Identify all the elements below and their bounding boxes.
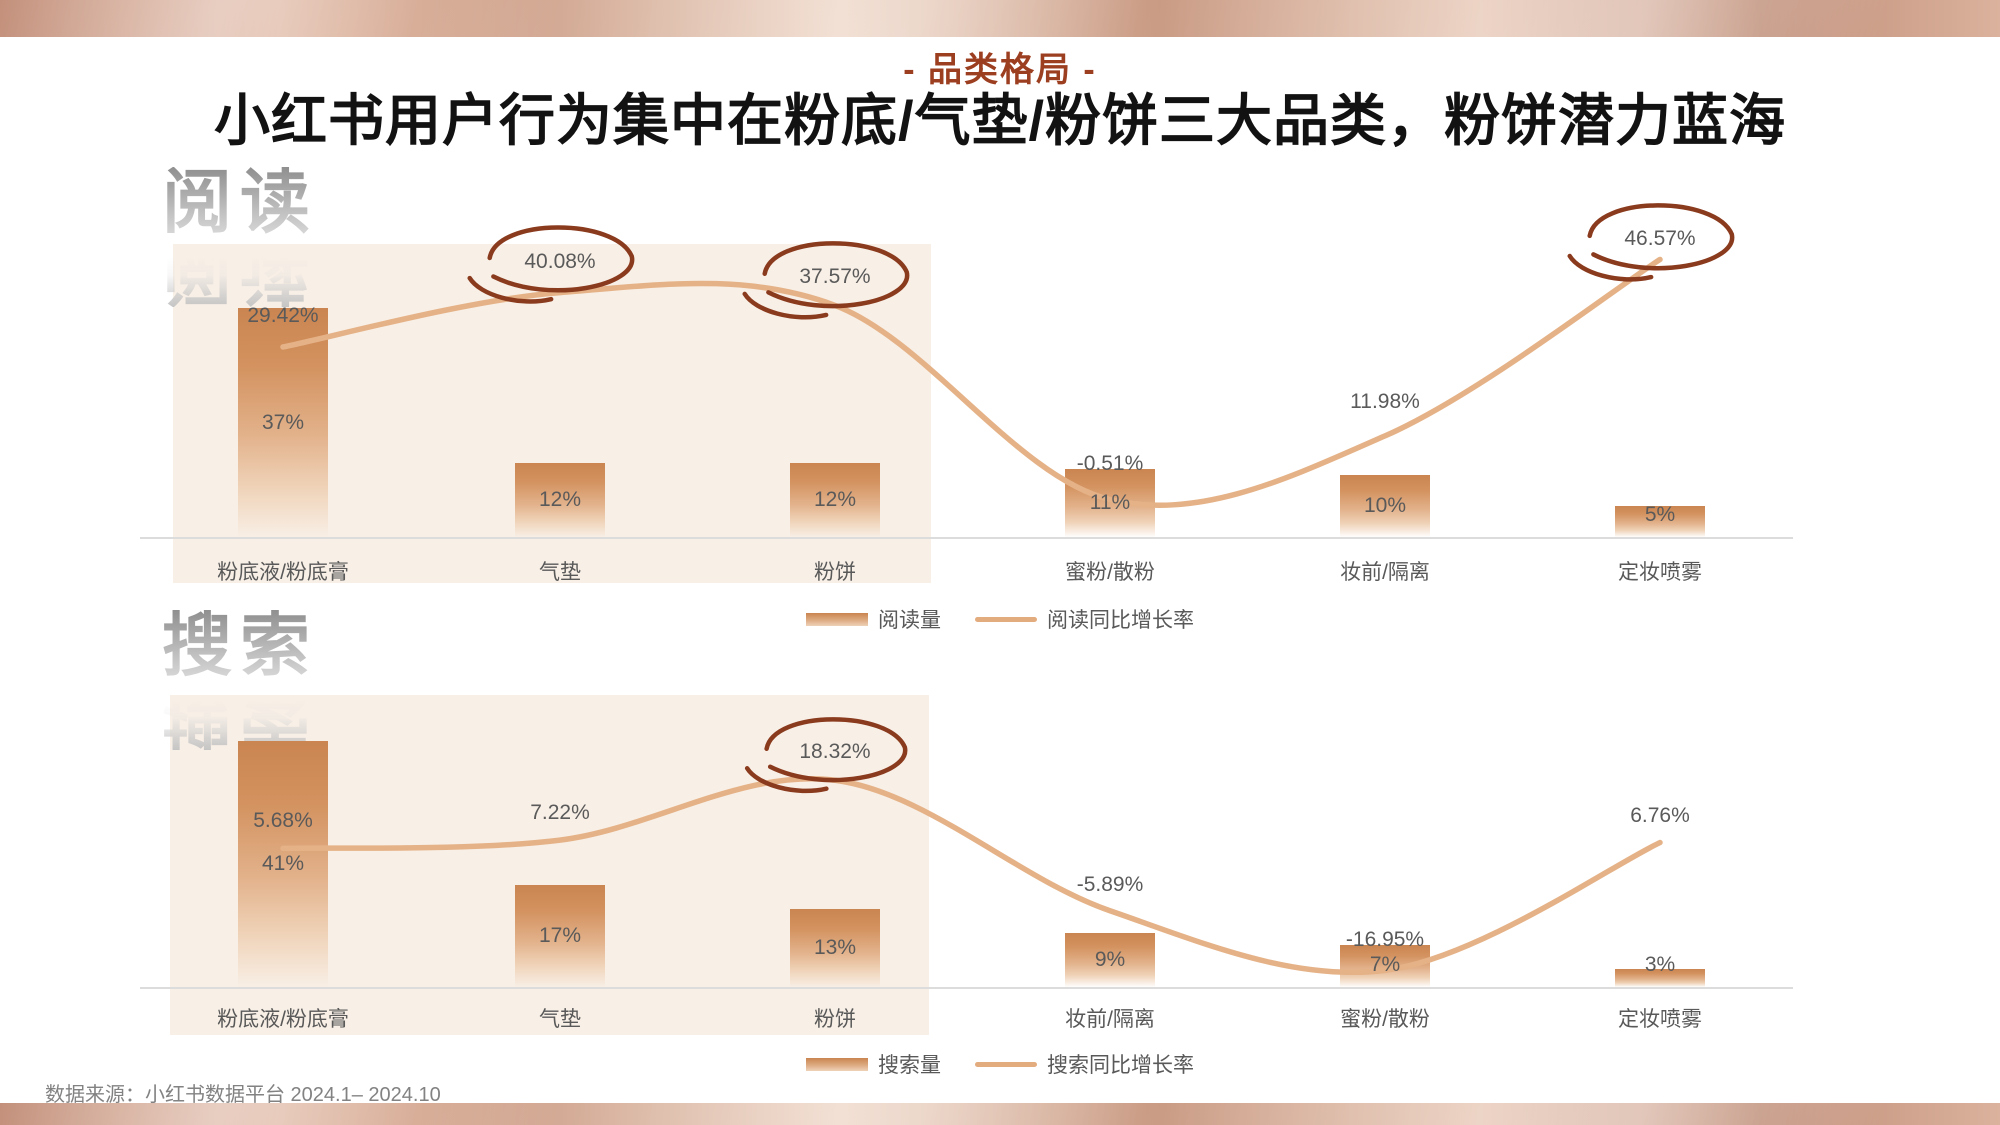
bar-series-swatch xyxy=(806,612,868,626)
category-label: 粉饼 xyxy=(814,561,856,584)
page-title: 小红书用户行为集中在粉底/气垫/粉饼三大品类，粉饼潜力蓝海 xyxy=(213,89,1787,152)
bar-value-label: 11% xyxy=(1089,491,1131,514)
bar-value-label: 41% xyxy=(261,852,305,875)
bar-value-label: 13% xyxy=(813,936,857,959)
line-value-label: 37.57% xyxy=(799,265,871,289)
legend-item-bar: 阅读量 xyxy=(806,604,941,634)
line-value-label: 18.32% xyxy=(799,740,871,764)
line-value-label: 29.42% xyxy=(247,303,319,327)
legend-label: 阅读同比增长率 xyxy=(1047,609,1194,632)
legend-search: 搜索量 搜索同比增长率 xyxy=(0,1049,2000,1079)
bar-value-label: 9% xyxy=(1094,948,1126,971)
bar-value-label: 12% xyxy=(538,488,582,511)
category-label: 蜜粉/散粉 xyxy=(1340,1008,1430,1031)
line-value-label: -16.95% xyxy=(1345,928,1425,952)
x-axis xyxy=(140,537,1793,539)
bar-定妆喷雾 xyxy=(1615,506,1705,537)
category-label: 定妆喷雾 xyxy=(1618,561,1702,584)
legend-label: 阅读量 xyxy=(878,609,941,632)
watermark-search-reflection: 搜索 xyxy=(162,676,318,754)
category-label: 粉底液/粉底膏 xyxy=(217,1008,349,1031)
category-label: 定妆喷雾 xyxy=(1618,1008,1702,1031)
bottom-decor-band xyxy=(0,1103,2000,1125)
category-label: 气垫 xyxy=(539,561,581,584)
watermark-search: 搜索 xyxy=(162,606,318,684)
legend-item-line: 阅读同比增长率 xyxy=(975,604,1194,634)
watermark-reading-reflection: 阅读 xyxy=(162,233,318,311)
category-label: 妆前/隔离 xyxy=(1065,1008,1155,1031)
line-value-label: 5.68% xyxy=(253,809,313,833)
line-series-swatch xyxy=(975,1061,1037,1067)
line-series-swatch xyxy=(975,616,1037,622)
data-source-note: 数据来源：小红书数据平台 2024.1– 2024.10 xyxy=(45,1084,441,1106)
category-label: 气垫 xyxy=(539,1008,581,1031)
bar-value-label: 5% xyxy=(1644,503,1676,526)
line-value-label: 6.76% xyxy=(1630,803,1690,827)
category-label: 蜜粉/散粉 xyxy=(1065,561,1155,584)
legend-item-bar: 搜索量 xyxy=(806,1049,941,1079)
line-value-label: -5.89% xyxy=(1076,872,1144,896)
category-label: 粉底液/粉底膏 xyxy=(217,561,349,584)
bar-value-label: 12% xyxy=(813,488,857,511)
bar-value-label: 7% xyxy=(1369,953,1401,976)
line-value-label: 46.57% xyxy=(1624,227,1696,251)
section-kicker: - 品类格局 - xyxy=(903,51,1097,89)
bar-value-label: 37% xyxy=(261,410,305,434)
category-label: 妆前/隔离 xyxy=(1340,561,1430,584)
legend-label: 搜索量 xyxy=(878,1054,941,1077)
x-axis xyxy=(140,987,1793,989)
legend-item-line: 搜索同比增长率 xyxy=(975,1049,1194,1079)
bar-value-label: 17% xyxy=(538,924,582,947)
line-value-label: -0.51% xyxy=(1076,451,1144,475)
line-value-label: 11.98% xyxy=(1350,389,1420,413)
legend-label: 搜索同比增长率 xyxy=(1047,1054,1194,1077)
watermark-reading: 阅读 xyxy=(162,163,318,241)
line-value-label: 7.22% xyxy=(530,801,590,825)
bar-value-label: 10% xyxy=(1363,494,1407,517)
top-decor-band xyxy=(0,0,2000,37)
bar-series-swatch xyxy=(806,1057,868,1071)
line-value-label: 40.08% xyxy=(524,249,596,273)
bar-value-label: 3% xyxy=(1644,953,1676,976)
legend-reading: 阅读量 阅读同比增长率 xyxy=(0,604,2000,634)
category-label: 粉饼 xyxy=(814,1008,856,1031)
